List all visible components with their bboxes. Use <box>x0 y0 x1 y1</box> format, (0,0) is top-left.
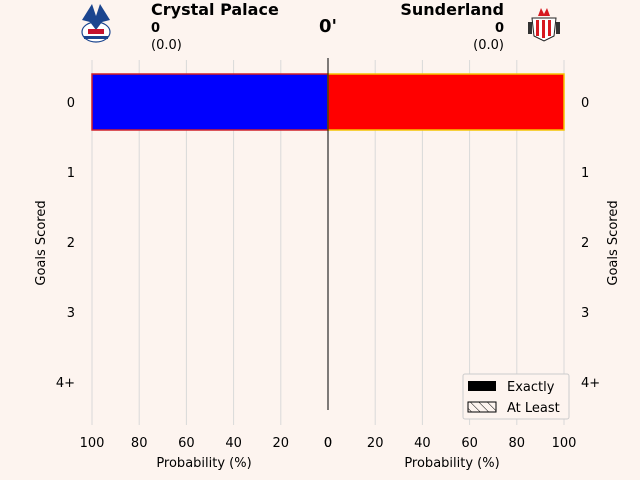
right-x-tick-label: 80 <box>509 436 526 451</box>
right-y-tick-label: 2 <box>581 236 589 251</box>
left-x-tick-label: 0 <box>324 436 332 451</box>
left-y-tick-label: 2 <box>67 236 75 251</box>
right-x-tick-label: 100 <box>552 436 577 451</box>
away-exactly-bar <box>327 73 565 131</box>
legend-exactly-swatch <box>468 381 496 391</box>
right-y-tick-label: 1 <box>581 166 589 181</box>
right-y-axis-label: Goals Scored <box>606 200 621 285</box>
left-x-tick-label: 60 <box>178 436 195 451</box>
bars <box>91 73 565 131</box>
right-x-tick-label: 60 <box>461 436 478 451</box>
home-exactly-bar <box>91 73 329 131</box>
left-x-tick-label: 20 <box>273 436 290 451</box>
left-y-tick-label: 1 <box>67 166 75 181</box>
right-x-tick-label: 0 <box>324 436 332 451</box>
right-y-tick-label: 3 <box>581 306 589 321</box>
legend-at-least-label: At Least <box>507 401 560 416</box>
away-team-xg: (0.0) <box>473 38 504 53</box>
left-y-tick-label: 0 <box>67 96 75 111</box>
home-team-crest-icon <box>81 4 111 43</box>
legend: Exactly At Least <box>462 373 570 420</box>
left-x-tick-label: 40 <box>225 436 242 451</box>
legend-at-least-swatch <box>467 401 497 413</box>
left-y-tick-label: 3 <box>67 306 75 321</box>
left-x-tick-label: 80 <box>131 436 148 451</box>
right-x-tick-label: 20 <box>367 436 384 451</box>
right-x-tick-label: 40 <box>414 436 431 451</box>
away-team-score: 0 <box>495 21 504 36</box>
left-x-axis-label: Probability (%) <box>156 456 251 471</box>
home-team-score: 0 <box>151 21 160 36</box>
left-y-tick-label: 4+ <box>56 376 75 391</box>
match-minute: 0' <box>319 16 337 37</box>
right-y-tick-label: 0 <box>581 96 589 111</box>
left-y-axis-label: Goals Scored <box>34 200 49 285</box>
home-team-name: Crystal Palace <box>151 0 279 19</box>
left-x-tick-label: 100 <box>80 436 105 451</box>
right-x-axis-label: Probability (%) <box>404 456 499 471</box>
away-team-name: Sunderland <box>400 0 504 19</box>
home-team-xg: (0.0) <box>151 38 182 53</box>
away-team-crest-icon <box>528 8 560 42</box>
legend-exactly-label: Exactly <box>507 380 555 395</box>
right-y-tick-label: 4+ <box>581 376 600 391</box>
